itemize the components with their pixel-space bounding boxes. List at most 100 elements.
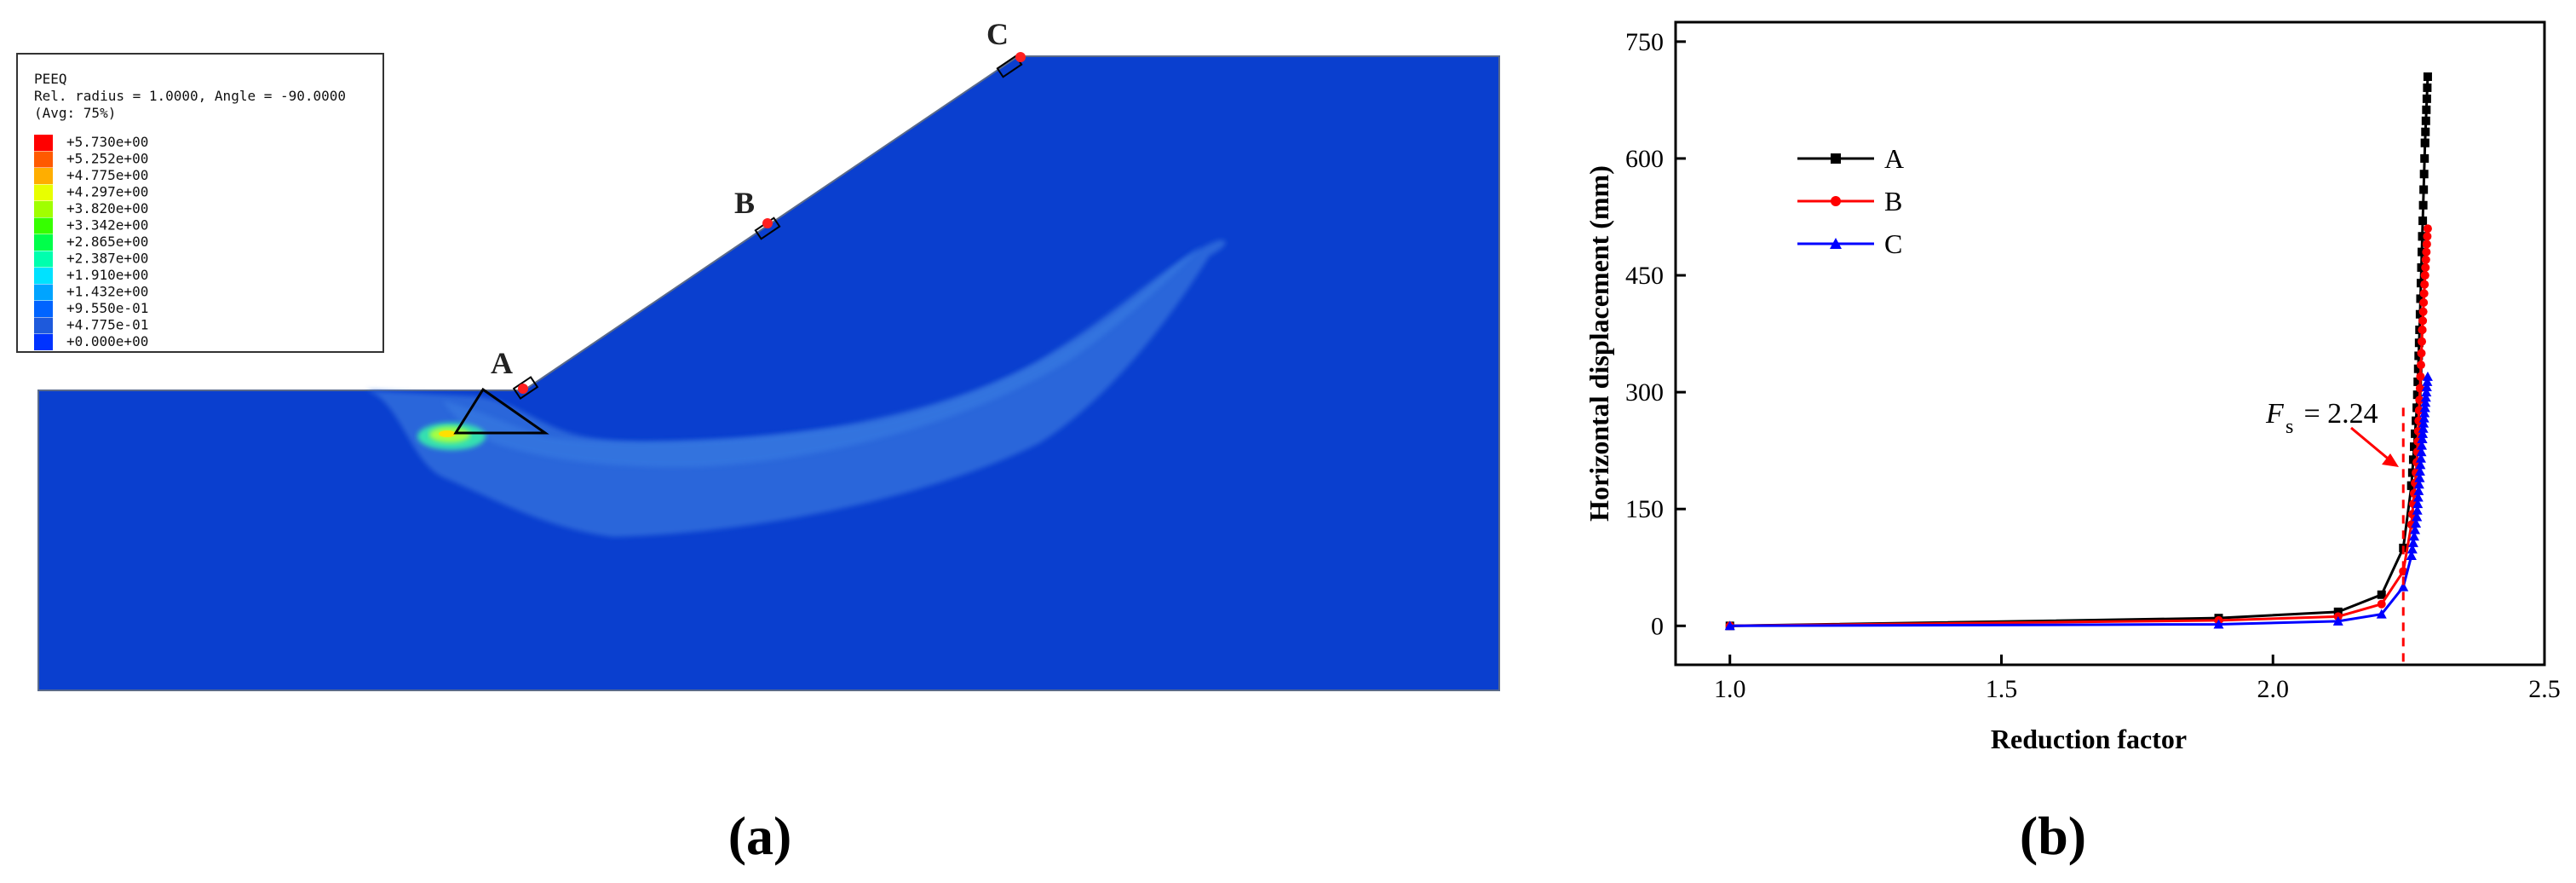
data-point bbox=[1830, 238, 1842, 249]
data-point bbox=[2422, 105, 2431, 114]
y-tick-label: 750 bbox=[1625, 28, 1664, 56]
data-point bbox=[2421, 387, 2432, 397]
y-tick-label: 450 bbox=[1625, 262, 1664, 290]
plot-frame bbox=[1674, 20, 2546, 667]
data-point bbox=[2422, 247, 2431, 257]
data-point bbox=[2422, 371, 2433, 381]
data-point bbox=[2398, 581, 2409, 592]
data-point bbox=[2413, 364, 2423, 373]
data-point bbox=[2421, 116, 2430, 125]
data-point bbox=[2413, 485, 2424, 495]
data-point bbox=[2423, 224, 2432, 234]
legend-swatch bbox=[34, 135, 53, 151]
data-point bbox=[2422, 376, 2433, 386]
data-point bbox=[2418, 418, 2429, 428]
legend-swatch bbox=[34, 184, 53, 201]
data-point bbox=[2213, 619, 2224, 629]
series-c bbox=[1724, 371, 2433, 631]
data-point bbox=[2420, 397, 2431, 407]
data-point bbox=[2421, 382, 2432, 392]
data-point bbox=[2418, 200, 2428, 210]
legend-value: +3.342e+00 bbox=[66, 217, 148, 234]
legend-swatch bbox=[34, 217, 53, 234]
data-point bbox=[2416, 447, 2427, 457]
fs-subscript: s bbox=[2286, 416, 2293, 438]
data-point bbox=[2423, 72, 2432, 81]
data-point bbox=[2419, 170, 2429, 179]
legend-swatch bbox=[34, 251, 53, 268]
fs-arrow-head bbox=[2382, 453, 2399, 467]
legend-swatch bbox=[34, 151, 53, 168]
marker-a bbox=[512, 376, 539, 400]
point-c-dot bbox=[1015, 52, 1026, 62]
data-point bbox=[2399, 567, 2408, 576]
y-tick-label: 150 bbox=[1625, 495, 1664, 523]
data-point bbox=[2419, 402, 2430, 413]
data-point bbox=[2418, 232, 2427, 241]
legend-value: +3.820e+00 bbox=[66, 200, 148, 216]
data-point bbox=[2420, 153, 2429, 163]
series-b bbox=[1725, 224, 2432, 631]
plastic-zone-core bbox=[443, 247, 1201, 468]
caption-b: (b) bbox=[2020, 805, 2086, 866]
data-point bbox=[2407, 537, 2418, 547]
x-tick-label: 2.0 bbox=[2257, 675, 2290, 703]
data-point bbox=[2422, 240, 2431, 249]
data-point bbox=[2418, 316, 2428, 326]
data-point bbox=[2418, 216, 2428, 226]
data-point bbox=[2420, 138, 2429, 147]
data-point bbox=[2416, 372, 2425, 381]
data-point bbox=[2420, 271, 2429, 280]
data-point bbox=[2412, 505, 2423, 515]
data-point bbox=[2416, 361, 2425, 370]
data-point bbox=[2415, 384, 2424, 393]
legend-swatch bbox=[34, 201, 53, 217]
y-tick-label: 300 bbox=[1625, 378, 1664, 407]
data-point bbox=[2417, 349, 2426, 358]
fs-annotation: F s = 2.24 bbox=[2265, 398, 2399, 467]
legend-value: +2.865e+00 bbox=[66, 234, 148, 250]
caption-a: (a) bbox=[728, 805, 792, 866]
data-point bbox=[2333, 607, 2343, 616]
data-point bbox=[2418, 428, 2429, 438]
legend-title: PEEQ bbox=[34, 71, 67, 87]
data-point bbox=[2423, 232, 2432, 241]
data-point bbox=[2421, 263, 2430, 272]
legend-value: +2.387e+00 bbox=[66, 251, 148, 267]
data-point bbox=[2412, 390, 2422, 400]
label-a: A bbox=[491, 346, 513, 380]
data-point bbox=[2420, 392, 2431, 402]
legend-swatch bbox=[34, 168, 53, 184]
data-point bbox=[2418, 423, 2429, 433]
data-point bbox=[2415, 395, 2424, 405]
data-point bbox=[2408, 455, 2418, 465]
data-point bbox=[2415, 459, 2426, 470]
legend-value: +4.775e+00 bbox=[66, 167, 148, 183]
panel-a: A B C PEEQ Rel. radius = 1.0000, Angle =… bbox=[16, 17, 1500, 866]
legend-swatch bbox=[34, 234, 53, 251]
legend-value: +1.910e+00 bbox=[66, 267, 148, 283]
x-tick-label: 1.5 bbox=[1986, 675, 2018, 703]
data-point bbox=[2412, 511, 2423, 522]
legend-swatch bbox=[34, 334, 53, 350]
legend-value: +0.000e+00 bbox=[66, 333, 148, 349]
contour-legend: PEEQ Rel. radius = 1.0000, Angle = -90.0… bbox=[16, 53, 384, 353]
legend-line1: Rel. radius = 1.0000, Angle = -90.0000 bbox=[34, 88, 346, 104]
x-tick-label: 1.0 bbox=[1714, 675, 1746, 703]
y-tick-label: 0 bbox=[1651, 612, 1664, 640]
legend-value: +4.775e-01 bbox=[66, 317, 148, 333]
data-point bbox=[2418, 247, 2427, 257]
data-point bbox=[1831, 153, 1841, 164]
data-point bbox=[2418, 413, 2429, 423]
data-point bbox=[2414, 472, 2425, 482]
data-point bbox=[1831, 196, 1841, 206]
data-point bbox=[2421, 127, 2430, 136]
legend-label: B bbox=[1884, 186, 1902, 216]
data-point bbox=[2412, 492, 2424, 502]
data-point bbox=[2419, 289, 2429, 298]
data-point bbox=[2413, 377, 2423, 386]
data-point bbox=[2422, 94, 2431, 103]
data-point bbox=[2414, 466, 2425, 476]
data-point bbox=[2417, 440, 2428, 450]
